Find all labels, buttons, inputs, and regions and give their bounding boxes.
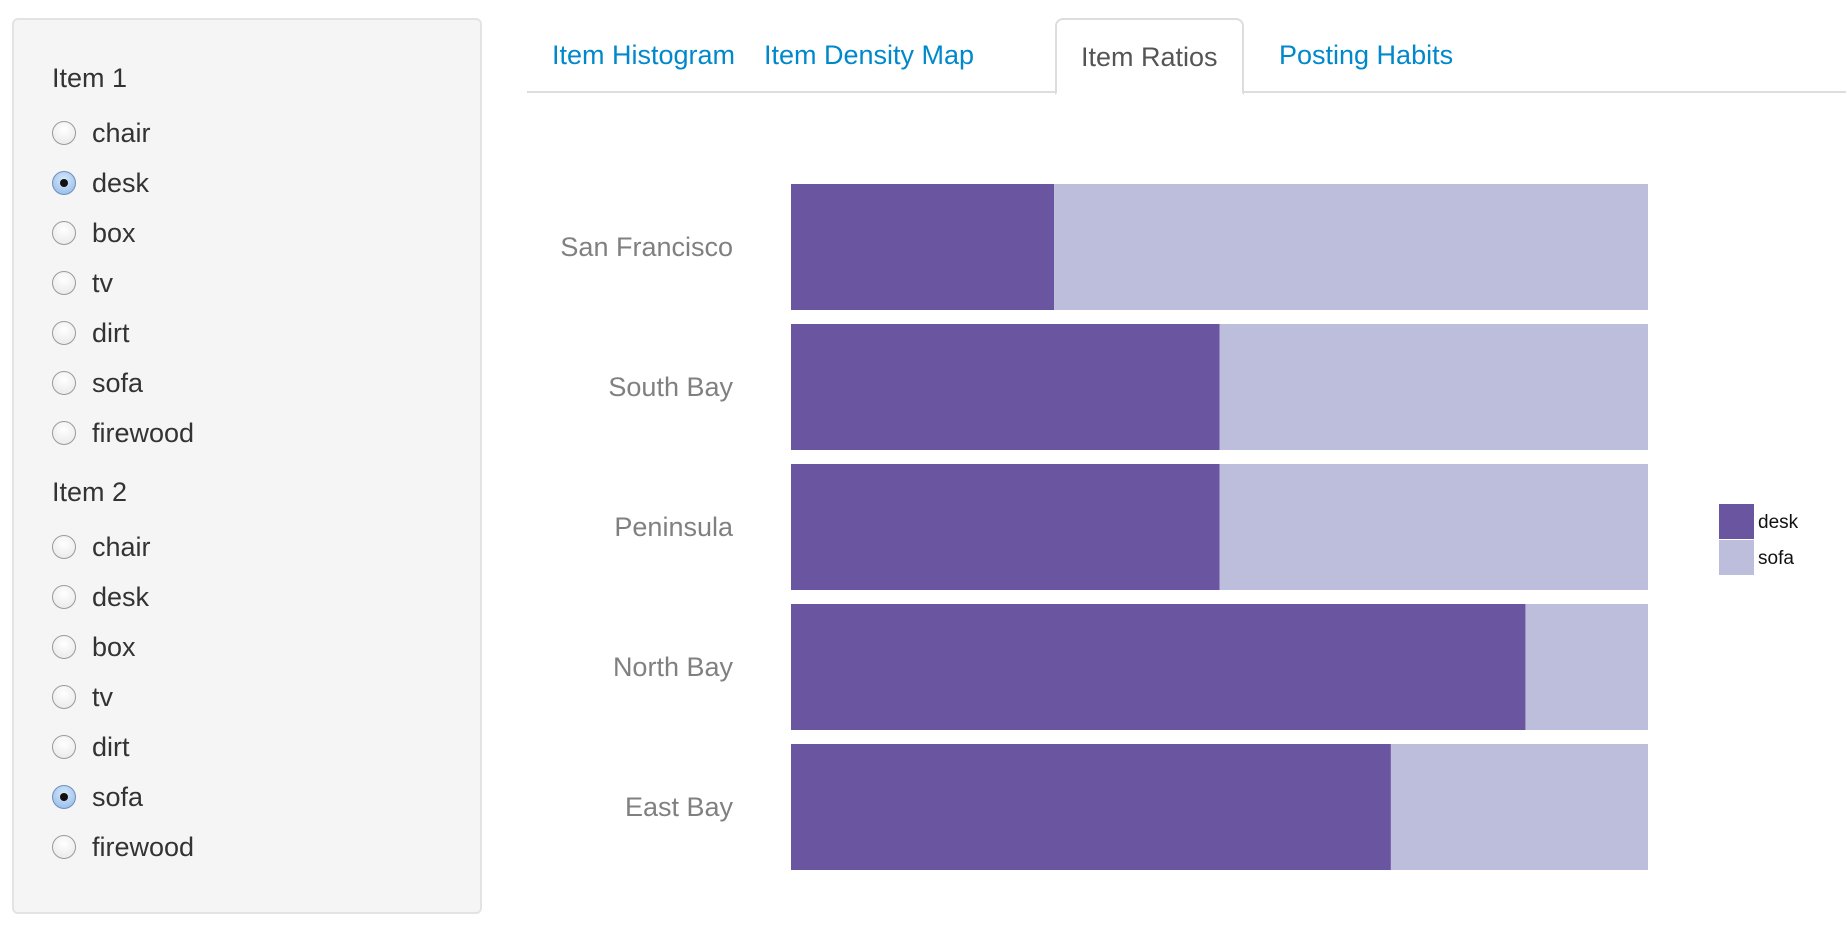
radio-label: tv (92, 681, 114, 712)
radio-button[interactable] (52, 221, 76, 245)
item2-title: Item 2 (52, 477, 128, 507)
radio-label: tv (92, 267, 114, 298)
radio-label: desk (92, 581, 150, 612)
bars-layer (791, 184, 1648, 870)
radio-label: chair (92, 531, 151, 562)
radio-option-item1-box[interactable]: box (52, 208, 480, 258)
tab-item-histogram[interactable]: Item Histogram (552, 40, 736, 70)
category-labels: San Francisco South Bay Peninsula North Bay… (560, 232, 734, 822)
bar-desk-north-bay (791, 604, 1526, 730)
bar-desk-peninsula (791, 464, 1220, 590)
radio-label: box (92, 217, 136, 248)
radio-option-item2-tv[interactable]: tv (52, 672, 480, 722)
legend-label-sofa: sofa (1758, 548, 1794, 569)
item2-group: Item 2 chair desk box tv dirt sofa firewood (52, 474, 480, 872)
radio-option-item2-dirt[interactable]: dirt (52, 722, 480, 772)
bar-sofa-south-bay (1219, 324, 1648, 450)
radio-button[interactable] (52, 271, 76, 295)
bar-sofa-north-bay (1525, 604, 1648, 730)
chart-legend: desk sofa (1719, 504, 1799, 575)
radio-option-item1-chair[interactable]: chair (52, 108, 480, 158)
bar-desk-south-bay (791, 324, 1220, 450)
bar-sofa-east-bay (1390, 744, 1648, 870)
tab-item-density-map[interactable]: Item Density Map (764, 40, 975, 70)
radio-option-item2-sofa[interactable]: sofa (52, 772, 480, 822)
category-label: North Bay (613, 652, 734, 682)
radio-button[interactable] (52, 321, 76, 345)
radio-label: firewood (92, 417, 195, 448)
radio-option-item2-chair[interactable]: chair (52, 522, 480, 572)
legend-swatch-sofa (1719, 540, 1754, 575)
radio-button[interactable] (52, 785, 76, 809)
radio-option-item2-desk[interactable]: desk (52, 572, 480, 622)
tab-bar: Item Histogram Item Density Map Item Rat… (527, 18, 1846, 95)
radio-button[interactable] (52, 121, 76, 145)
category-label: South Bay (608, 372, 733, 402)
tab-posting-habits[interactable]: Posting Habits (1279, 40, 1454, 70)
bar-desk-san-francisco (791, 184, 1055, 310)
radio-button[interactable] (52, 421, 76, 445)
item1-title: Item 1 (52, 63, 128, 93)
category-label: Peninsula (614, 512, 734, 542)
radio-label: dirt (92, 731, 130, 762)
radio-option-item1-firewood[interactable]: firewood (52, 408, 480, 458)
radio-label: dirt (92, 317, 130, 348)
radio-button[interactable] (52, 535, 76, 559)
item1-group: Item 1 chair desk box tv dirt sofa firewood (52, 60, 480, 458)
radio-option-item1-tv[interactable]: tv (52, 258, 480, 308)
radio-option-item1-sofa[interactable]: sofa (52, 358, 480, 408)
bar-sofa-san-francisco (1054, 184, 1648, 310)
tab-item-ratios[interactable]: Item Ratios (1055, 18, 1244, 95)
radio-button[interactable] (52, 585, 76, 609)
category-label: San Francisco (560, 232, 733, 262)
radio-button[interactable] (52, 685, 76, 709)
radio-option-item2-firewood[interactable]: firewood (52, 822, 480, 872)
radio-button[interactable] (52, 171, 76, 195)
radio-label: box (92, 631, 136, 662)
radio-button[interactable] (52, 371, 76, 395)
radio-button[interactable] (52, 735, 76, 759)
radio-button[interactable] (52, 835, 76, 859)
bar-sofa-peninsula (1219, 464, 1648, 590)
radio-button[interactable] (52, 635, 76, 659)
radio-label: sofa (92, 781, 144, 812)
radio-label: chair (92, 117, 151, 148)
radio-option-item2-box[interactable]: box (52, 622, 480, 672)
radio-label: desk (92, 167, 150, 198)
radio-option-item1-dirt[interactable]: dirt (52, 308, 480, 358)
sidebar-panel: Item 1 chair desk box tv dirt sofa firewood It… (12, 18, 482, 914)
radio-option-item1-desk[interactable]: desk (52, 158, 480, 208)
legend-swatch-desk (1719, 504, 1754, 539)
bar-desk-east-bay (791, 744, 1391, 870)
item-ratios-chart: San Francisco South Bay Peninsula North Bay… (560, 184, 1799, 870)
legend-label-desk: desk (1758, 512, 1799, 533)
category-label: East Bay (625, 792, 734, 822)
radio-label: firewood (92, 831, 195, 862)
radio-label: sofa (92, 367, 144, 398)
